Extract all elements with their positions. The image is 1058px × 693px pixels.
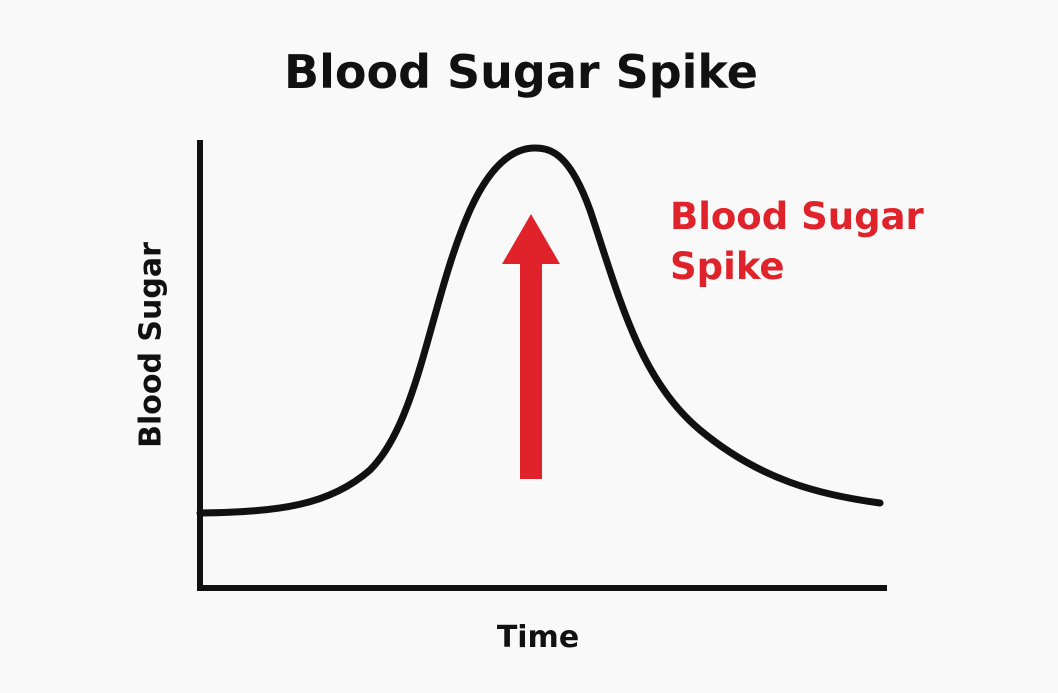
curve <box>196 144 884 517</box>
arrow-shaft <box>520 258 542 479</box>
arrow-head <box>502 214 560 264</box>
y-axis-label: Blood Sugar <box>134 242 169 448</box>
x-axis-label: Time <box>497 620 579 655</box>
title: Blood Sugar Spike <box>284 45 758 99</box>
annotation: Blood Sugar Spike <box>670 195 924 288</box>
